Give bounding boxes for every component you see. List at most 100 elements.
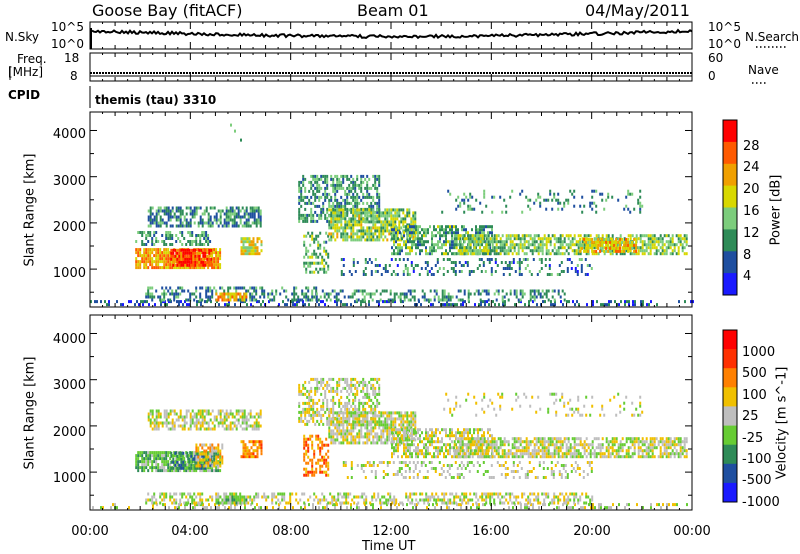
heatmap-cell	[409, 234, 411, 238]
heatmap-cell	[515, 237, 518, 241]
heatmap-cell	[209, 449, 212, 453]
heatmap-cell	[610, 300, 612, 304]
heatmap-cell	[356, 300, 358, 304]
heatmap-cell	[247, 501, 250, 505]
heatmap-cell	[391, 298, 394, 302]
heatmap-cell	[423, 292, 426, 296]
heatmap-cell	[651, 246, 654, 250]
heatmap-cell	[471, 240, 474, 244]
heatmap-cell	[583, 237, 586, 241]
heatmap-cell	[147, 254, 150, 258]
heatmap-cell	[446, 258, 449, 261]
heatmap-cell	[191, 457, 194, 461]
heatmap-cell	[200, 460, 203, 464]
heatmap-cell	[139, 454, 142, 458]
heatmap-cell	[647, 243, 650, 247]
heatmap-cell	[195, 458, 198, 462]
heatmap-cell	[441, 492, 444, 496]
heatmap-cell	[139, 254, 142, 258]
heatmap-cell	[393, 292, 396, 296]
heatmap-cell	[300, 195, 303, 199]
heatmap-cell	[178, 466, 181, 470]
heatmap-cell	[476, 267, 479, 270]
heatmap-cell	[229, 424, 232, 428]
heatmap-cell	[201, 298, 204, 302]
heatmap-cell	[330, 195, 333, 199]
heatmap-cell	[319, 267, 322, 271]
heatmap-cell	[368, 229, 371, 233]
heatmap-cell	[149, 215, 152, 219]
heatmap-cell	[511, 234, 514, 238]
heatmap-cell	[285, 289, 288, 293]
heatmap-cell	[611, 252, 614, 256]
heatmap-cell	[228, 506, 230, 510]
heatmap-cell	[189, 266, 192, 270]
heatmap-cell	[433, 225, 435, 229]
heatmap-cell	[338, 201, 341, 205]
heatmap-cell	[453, 501, 456, 505]
heatmap-cell	[153, 266, 156, 270]
heatmap-cell	[199, 234, 202, 237]
heatmap-cell	[362, 211, 365, 215]
heatmap-cell	[147, 418, 150, 422]
heatmap-cell	[336, 303, 338, 307]
heatmap-cell	[373, 292, 376, 296]
heatmap-cell	[210, 506, 212, 510]
heatmap-cell	[307, 264, 310, 268]
heatmap-cell	[153, 457, 156, 461]
heatmap-cell	[485, 252, 487, 256]
heatmap-cell	[245, 418, 248, 422]
heatmap-cell	[317, 498, 320, 502]
heatmap-cell	[205, 469, 208, 473]
heatmap-cell	[181, 231, 184, 234]
heatmap-cell	[421, 289, 424, 293]
heatmap-cell	[523, 243, 526, 247]
heatmap-cell	[442, 258, 445, 261]
heatmap-cell	[346, 220, 349, 224]
heatmap-cell	[423, 243, 425, 247]
heatmap-cell	[608, 303, 610, 307]
heatmap-cell	[502, 303, 504, 307]
heatmap-cell	[368, 303, 370, 307]
heatmap-cell	[429, 298, 432, 302]
heatmap-cell	[326, 506, 328, 510]
heatmap-cell	[510, 267, 513, 270]
heatmap-cell	[303, 243, 306, 247]
heatmap-cell	[584, 506, 586, 510]
heatmap-cell	[358, 506, 360, 510]
heatmap-cell	[209, 240, 212, 243]
heatmap-cell	[344, 201, 347, 205]
heatmap-cell	[319, 501, 322, 505]
heatmap-cell	[141, 454, 144, 458]
heatmap-cell	[523, 237, 526, 241]
heatmap-cell	[344, 229, 347, 233]
heatmap-cell	[542, 300, 544, 304]
heatmap-cell	[414, 211, 417, 215]
heatmap-cell	[267, 292, 270, 296]
heatmap-cell	[243, 298, 246, 302]
heatmap-cell	[271, 292, 274, 296]
heatmap-cell	[465, 231, 467, 235]
heatmap-cell	[323, 498, 326, 502]
heatmap-cell	[281, 492, 284, 496]
heatmap-cell	[539, 501, 542, 505]
heatmap-cell	[555, 237, 558, 241]
heatmap-cell	[455, 252, 458, 256]
heatmap-cell	[376, 238, 379, 242]
heatmap-cell	[463, 246, 466, 250]
heatmap-cell	[278, 303, 280, 307]
heatmap-cell	[458, 261, 461, 264]
heatmap-cell	[159, 224, 162, 228]
heatmap-cell	[307, 249, 310, 253]
heatmap-cell	[515, 295, 518, 299]
heatmap-cell	[298, 219, 301, 223]
heatmap-cell	[203, 427, 206, 431]
heatmap-cell	[328, 220, 331, 224]
heatmap-cell	[543, 501, 546, 505]
heatmap-cell	[356, 177, 359, 181]
heatmap-cell	[361, 492, 364, 496]
heatmap-cell	[479, 201, 482, 205]
heatmap-cell	[273, 295, 276, 299]
heatmap-cell	[149, 260, 152, 264]
heatmap-cell	[617, 240, 620, 244]
